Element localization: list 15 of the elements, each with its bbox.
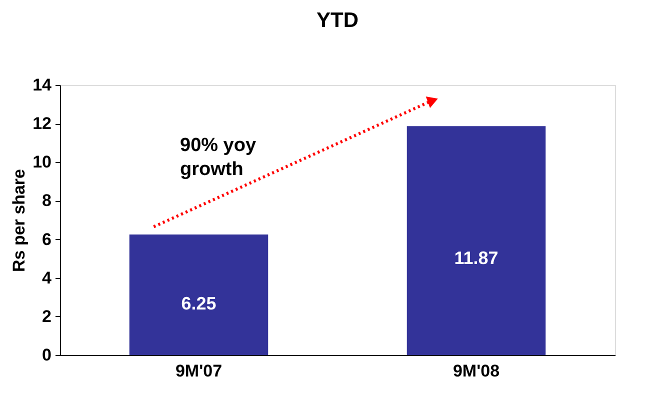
- chart-title: YTD: [316, 9, 358, 32]
- y-tick-label: 2: [42, 306, 52, 326]
- y-tick-label: 12: [32, 114, 52, 134]
- y-tick-label: 4: [42, 268, 52, 288]
- y-tick-label: 14: [32, 76, 52, 94]
- y-axis-title: Rs per share: [10, 169, 29, 272]
- annotation: 90% yoy growth: [180, 135, 256, 180]
- y-tick-label: 6: [42, 230, 52, 249]
- y-tick-label: 10: [32, 152, 52, 172]
- data-label: 11.87: [454, 248, 498, 268]
- x-tick-label: 9M'08: [452, 362, 500, 380]
- data-label: 6.25: [181, 293, 216, 314]
- y-tick-label: 8: [42, 191, 52, 210]
- y-tick-label: 0: [42, 346, 52, 364]
- x-tick-label: 9M'07: [175, 362, 222, 380]
